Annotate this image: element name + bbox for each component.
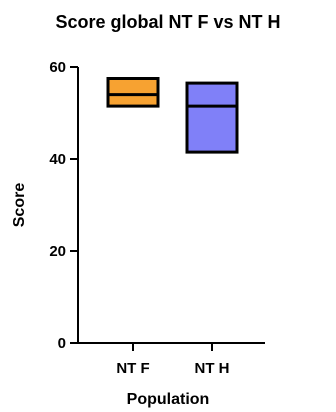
- chart-title: Score global NT F vs NT H: [55, 12, 281, 32]
- x-tick-label: NT H: [195, 360, 230, 377]
- box-2: [185, 81, 239, 154]
- x-axis-title: Population: [127, 391, 210, 408]
- y-tick-label: 0: [58, 335, 66, 352]
- y-tick-label: 40: [49, 151, 66, 168]
- box-1: [106, 77, 160, 108]
- y-tick-label: 60: [49, 59, 66, 76]
- axes: [77, 67, 265, 344]
- y-tick-label: 20: [49, 243, 66, 260]
- y-ticks: 0 20 40 60: [49, 59, 78, 352]
- y-axis-title: Score: [11, 183, 28, 228]
- x-tick-label: NT F: [116, 360, 149, 377]
- x-ticks: NT F NT H: [116, 343, 230, 377]
- boxes: [106, 77, 239, 154]
